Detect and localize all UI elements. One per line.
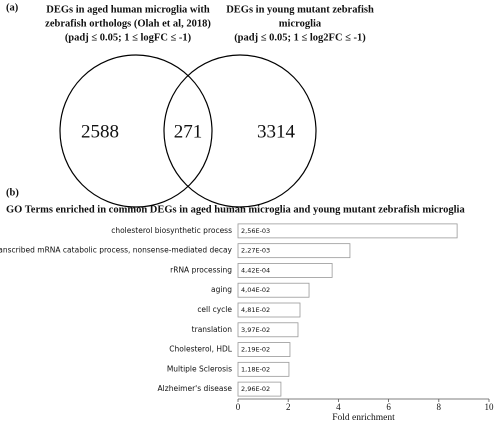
bar <box>237 263 333 278</box>
set-title: (padj ≤ 0.05; 1 ≤ logFC ≤ -1) <box>65 32 192 43</box>
x-tick-label: 6 <box>386 402 391 412</box>
x-tick-label: 4 <box>336 402 341 412</box>
bar <box>237 322 299 338</box>
set-count: 3314 <box>257 121 296 142</box>
set-title: (padj ≤ 0.05; 1 ≤ log2FC ≤ -1) <box>234 32 366 43</box>
set-title: zebrafish orthologs (Olah et al, 2018) <box>45 18 211 29</box>
bar <box>237 361 290 377</box>
y-tick-label: nuclear-transcribed mRNA catabolic proce… <box>0 246 233 255</box>
bar <box>237 342 291 357</box>
set-count: 2588 <box>81 121 119 142</box>
set-title: DEGs in young mutant zebrafish <box>226 4 374 15</box>
bar-annotation: 2,96E-02 <box>241 385 270 393</box>
y-tick-label: translation <box>192 325 233 334</box>
x-tick-label: 10 <box>485 402 495 412</box>
overlap-count: 271 <box>174 121 203 142</box>
panel-label: (a) <box>6 2 19 13</box>
x-tick-label: 0 <box>236 402 241 412</box>
bar <box>237 282 310 298</box>
bar-annotation: 2,19E-02 <box>241 346 270 354</box>
bar-annotation: 1,18E-02 <box>241 365 270 373</box>
y-tick-label: Multiple Sclerosis <box>167 364 232 373</box>
y-tick-label: Alzheimer's disease <box>158 384 233 393</box>
set-title: DEGs in aged human microglia with <box>46 4 210 15</box>
bar <box>237 381 282 397</box>
chart-title: GO Terms enriched in common DEGs in aged… <box>6 204 465 215</box>
bar-annotation: 4,81E-02 <box>241 306 270 314</box>
y-tick-label: aging <box>211 285 232 294</box>
bar-annotation: 3,97E-02 <box>241 326 270 334</box>
x-axis-title: Fold enrichment <box>332 413 395 423</box>
set-circle <box>163 54 317 208</box>
y-tick-label: Cholesterol, HDL <box>169 345 233 354</box>
set-title: microglia <box>279 18 322 29</box>
panel-label: (b) <box>6 187 19 198</box>
y-tick-label: cholesterol biosynthetic process <box>111 226 232 235</box>
bar <box>237 243 351 259</box>
bar-annotation: 2,56E-03 <box>241 227 270 235</box>
y-tick-label: rRNA processing <box>170 265 232 274</box>
x-tick-label: 8 <box>437 402 442 412</box>
x-tick-label: 2 <box>286 402 291 412</box>
bar <box>237 302 301 318</box>
bar-annotation: 2,27E-03 <box>241 247 270 255</box>
bar-annotation: 4,42E-04 <box>241 266 270 274</box>
bar-annotation: 4,04E-02 <box>241 286 270 294</box>
y-tick-label: cell cycle <box>197 305 232 314</box>
set-circle <box>59 54 213 208</box>
bar <box>237 223 458 239</box>
